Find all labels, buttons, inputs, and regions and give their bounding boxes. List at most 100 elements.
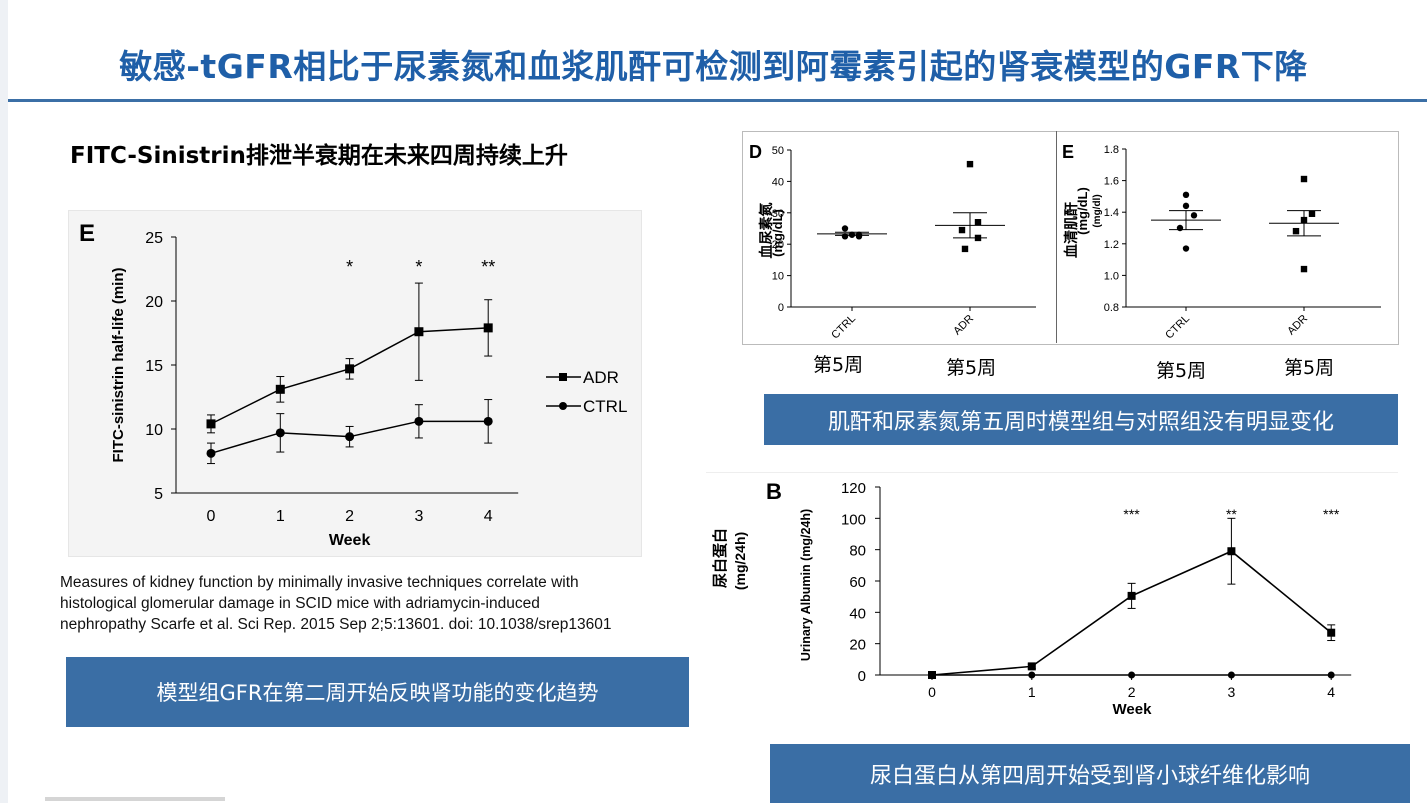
y-tick-label: 1.8 <box>1104 144 1119 156</box>
chart-panel-bun-creatinine: D 0 10 20 30 40 50 CTRL ADR 血尿素氮 (mg/dL) E 0.8 1.0 1.2… <box>742 131 1399 345</box>
y-axis-title-cn: 尿白蛋白 <box>711 528 729 588</box>
data-point <box>961 245 969 253</box>
panel-label: D <box>749 142 762 162</box>
y-tick-label: 20 <box>145 294 163 311</box>
data-point <box>855 233 863 240</box>
banner-gfr-trend: 模型组GFR在第二周开始反映肾功能的变化趋势 <box>66 657 689 727</box>
y-tick-label: 10 <box>772 271 784 283</box>
y-tick-label: 0.8 <box>1104 302 1119 314</box>
x-tick-label: ADR <box>951 313 976 338</box>
x-tick-label: 3 <box>1228 684 1236 700</box>
banner-bun-creatinine: 肌酐和尿素氮第五周时模型组与对照组没有明显变化 <box>764 394 1398 445</box>
y-tick-label: 120 <box>841 480 866 497</box>
significance-mark: ** <box>1226 506 1237 522</box>
group-caption: 第5周 <box>813 354 864 376</box>
data-point-ctrl <box>483 416 493 426</box>
y-axis-unit-small: (mg/dl) <box>1092 194 1103 227</box>
y-axis-unit: (mg/dL) <box>770 209 785 257</box>
y-tick-label: 5 <box>154 486 163 503</box>
y-axis-title: 血清肌酐 <box>1063 202 1079 258</box>
x-tick-label: ADR <box>1285 313 1310 338</box>
panel-label: E <box>79 220 95 247</box>
data-point <box>1128 671 1136 679</box>
x-tick-label: 1 <box>1028 684 1036 700</box>
x-tick-label: 2 <box>1128 684 1136 700</box>
y-tick-label: 15 <box>145 358 163 375</box>
data-point <box>841 233 849 240</box>
y-tick-label: 30 <box>772 208 784 220</box>
y-tick-label: 1.0 <box>1104 270 1119 282</box>
y-axis-title: Urinary Albumin (mg/24h) <box>799 509 813 661</box>
data-point-adr <box>483 323 493 333</box>
x-axis-title: Week <box>1113 701 1153 718</box>
data-point <box>1327 628 1336 637</box>
page-title: 敏感-tGFR相比于尿素氮和血浆肌酐可检测到阿霉素引起的肾衰模型的GFR下降 <box>119 47 1308 86</box>
data-point <box>1292 227 1300 235</box>
x-tick-label: 1 <box>276 508 285 525</box>
chart-panel-half-life: E 5 10 15 20 25 0 1 2 3 4 Week FITC-sinistrin half-l… <box>68 210 642 557</box>
group-caption: 第5周 <box>946 357 997 379</box>
series-line <box>931 550 1332 676</box>
group-caption: 第5周 <box>1156 360 1207 382</box>
y-tick-label: 1.2 <box>1104 239 1119 251</box>
significance-mark: ** <box>481 257 495 277</box>
data-point-ctrl <box>275 428 285 438</box>
citation-line: Measures of kidney function by minimally… <box>60 574 579 591</box>
significance-mark: * <box>415 257 422 277</box>
data-point <box>848 231 856 238</box>
y-tick-label: 0 <box>858 668 866 685</box>
y-tick-label: 20 <box>772 239 784 251</box>
y-tick-label: 20 <box>849 637 866 654</box>
albumin-chart: B 0 20 40 60 80 100 120 0 1 2 3 4 Week Urinary Albumin… <box>711 479 1352 718</box>
legend-label-ctrl: CTRL <box>583 397 627 416</box>
y-tick-label: 10 <box>145 422 163 439</box>
y-tick-label: 25 <box>145 230 163 247</box>
legend-marker <box>559 402 567 410</box>
y-tick-label: 60 <box>849 574 866 591</box>
group-caption: 第5周 <box>1284 357 1335 379</box>
significance-mark: * <box>346 257 353 277</box>
x-tick-label: 4 <box>484 508 493 525</box>
data-point <box>958 226 966 234</box>
y-tick-label: 40 <box>772 176 784 188</box>
footer-decoration <box>45 797 225 801</box>
legend-marker <box>559 373 567 381</box>
citation-line: nephropathy Scarfe et al. Sci Rep. 2015 … <box>60 616 612 633</box>
y-axis-unit-cn: (mg/24h) <box>732 532 748 590</box>
data-point-adr <box>275 384 285 394</box>
left-edge-strip <box>0 0 8 803</box>
data-point-adr <box>206 419 216 429</box>
x-tick-label: 2 <box>345 508 354 525</box>
x-axis-title: Week <box>329 532 371 549</box>
citation-line: histological glomerular damage in SCID m… <box>60 595 540 612</box>
data-point <box>928 671 936 679</box>
half-life-chart: E 5 10 15 20 25 0 1 2 3 4 Week FITC-sinistrin half-l… <box>79 220 627 549</box>
x-tick-label: 0 <box>928 684 936 700</box>
data-point <box>974 219 982 226</box>
data-point-ctrl <box>414 416 424 426</box>
x-tick-label: 3 <box>414 508 423 525</box>
data-point <box>1300 265 1308 273</box>
data-point <box>1308 210 1316 217</box>
data-point-adr <box>345 364 355 374</box>
chart-panel-albumin: B 0 20 40 60 80 100 120 0 1 2 3 4 Week Urinary Albumin… <box>706 472 1398 726</box>
title-underline <box>8 99 1427 102</box>
panel-label: E <box>1062 142 1074 162</box>
y-tick-label: 40 <box>849 605 866 622</box>
data-point <box>1127 591 1136 600</box>
data-point <box>1182 202 1190 210</box>
data-point <box>1176 224 1184 232</box>
panel-label: B <box>766 479 782 504</box>
y-tick-label: 1.4 <box>1104 207 1119 219</box>
y-tick-label: 100 <box>841 511 866 528</box>
data-point <box>1300 216 1308 224</box>
data-point <box>1190 212 1198 219</box>
data-point <box>1028 671 1036 679</box>
data-point <box>1327 671 1335 679</box>
data-point <box>841 225 849 232</box>
x-tick-label: 4 <box>1327 684 1335 700</box>
y-tick-label: 80 <box>849 543 866 560</box>
data-point <box>974 234 982 242</box>
chart-subtitle: FITC-Sinistrin排泄半衰期在未来四周持续上升 <box>70 143 568 169</box>
y-tick-label: 0 <box>778 302 784 314</box>
